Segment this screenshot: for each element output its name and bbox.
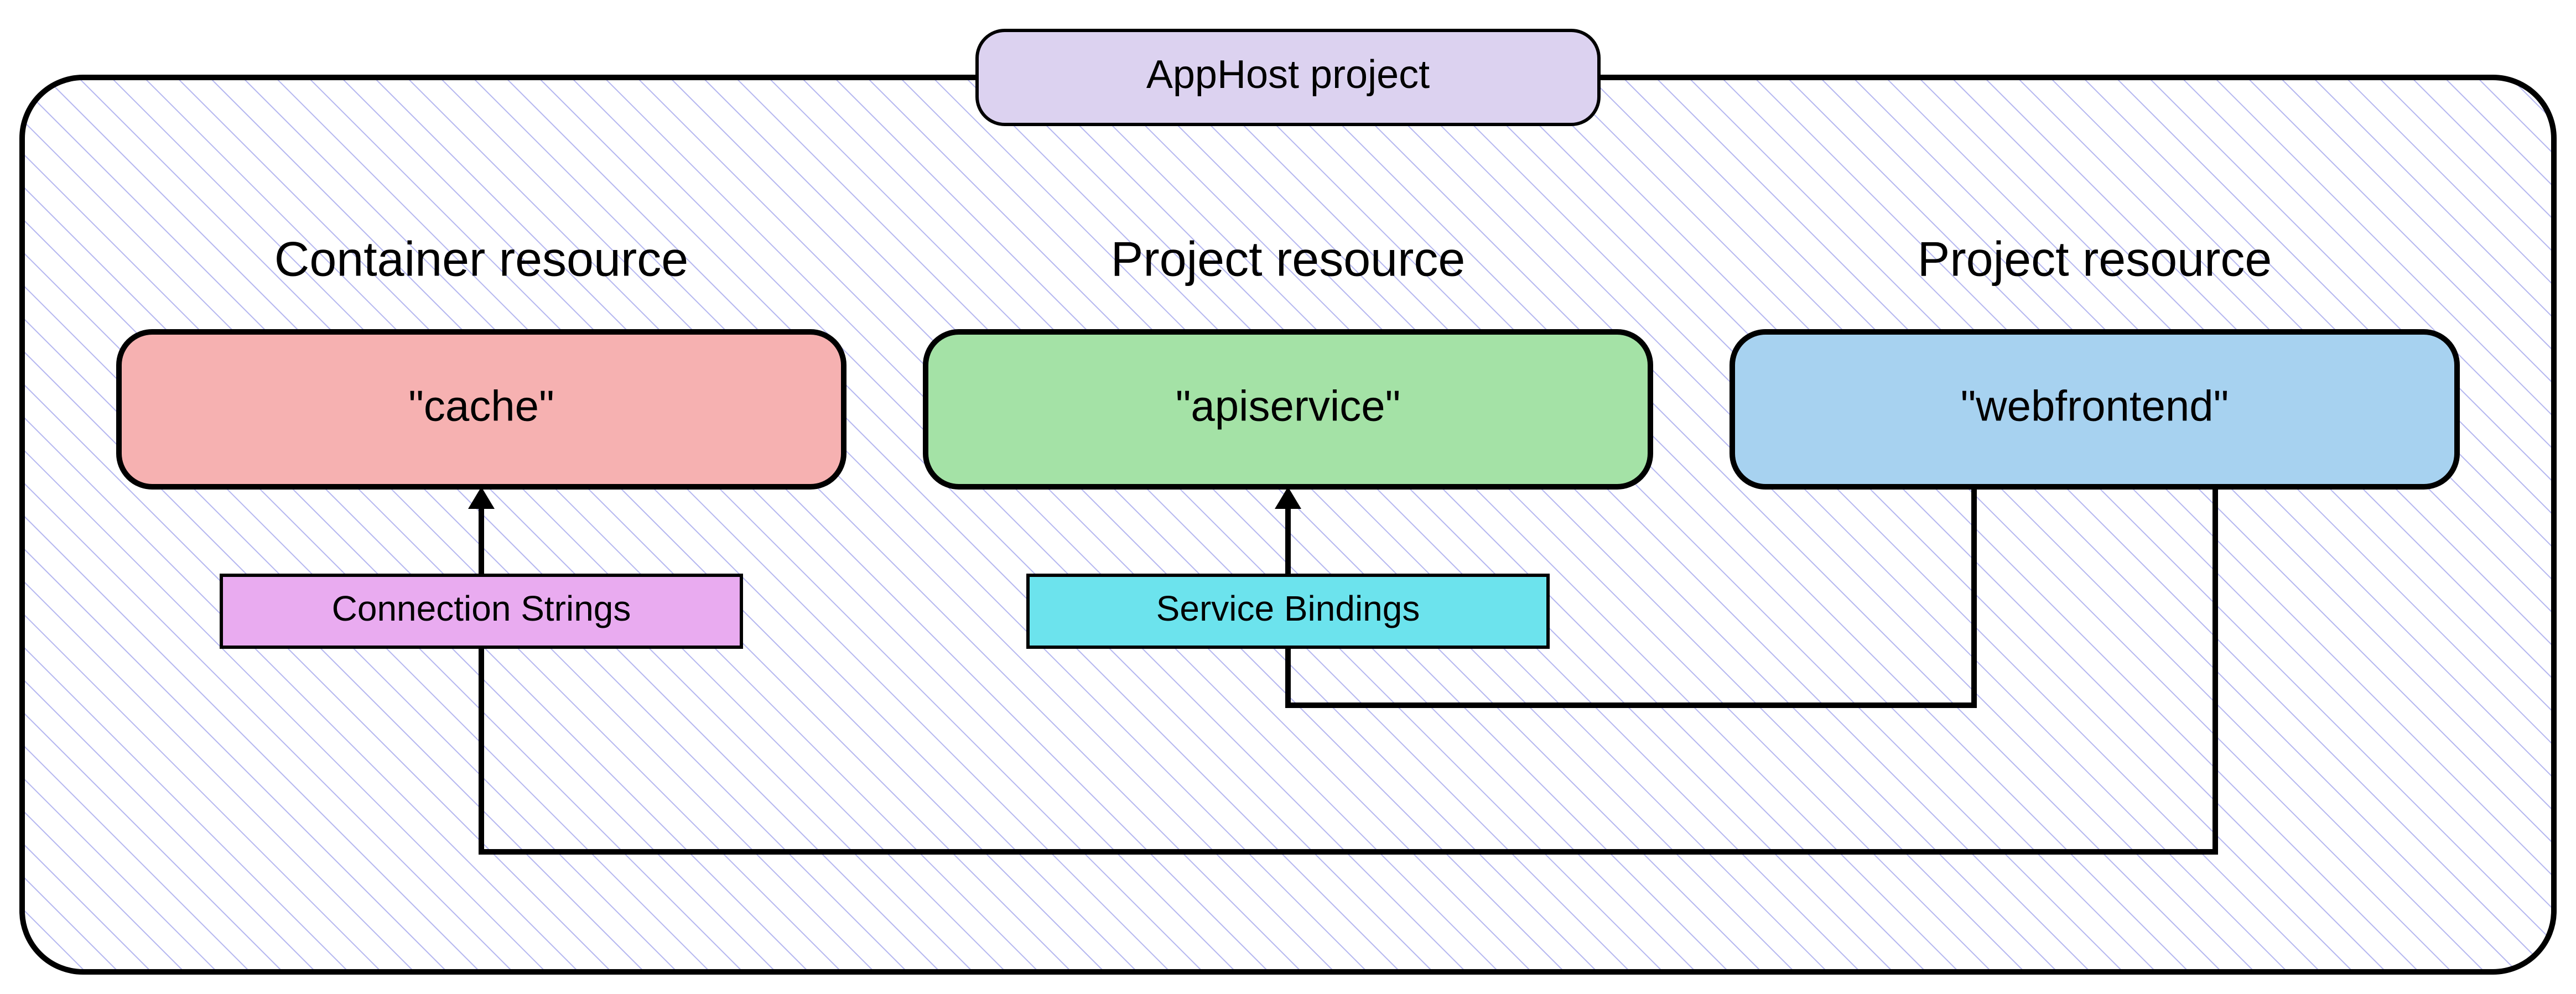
sub-box-label: Connection Strings bbox=[332, 589, 631, 628]
resource-box-label: "webfrontend" bbox=[1961, 382, 2229, 430]
column-heading: Project resource bbox=[1111, 231, 1466, 286]
resource-box-label: "apiservice" bbox=[1176, 382, 1401, 430]
title-box-label: AppHost project bbox=[1146, 53, 1430, 97]
column-heading: Project resource bbox=[1918, 231, 2272, 286]
sub-box-label: Service Bindings bbox=[1156, 589, 1420, 628]
resource-box-label: "cache" bbox=[408, 382, 554, 430]
column-heading: Container resource bbox=[274, 231, 688, 286]
